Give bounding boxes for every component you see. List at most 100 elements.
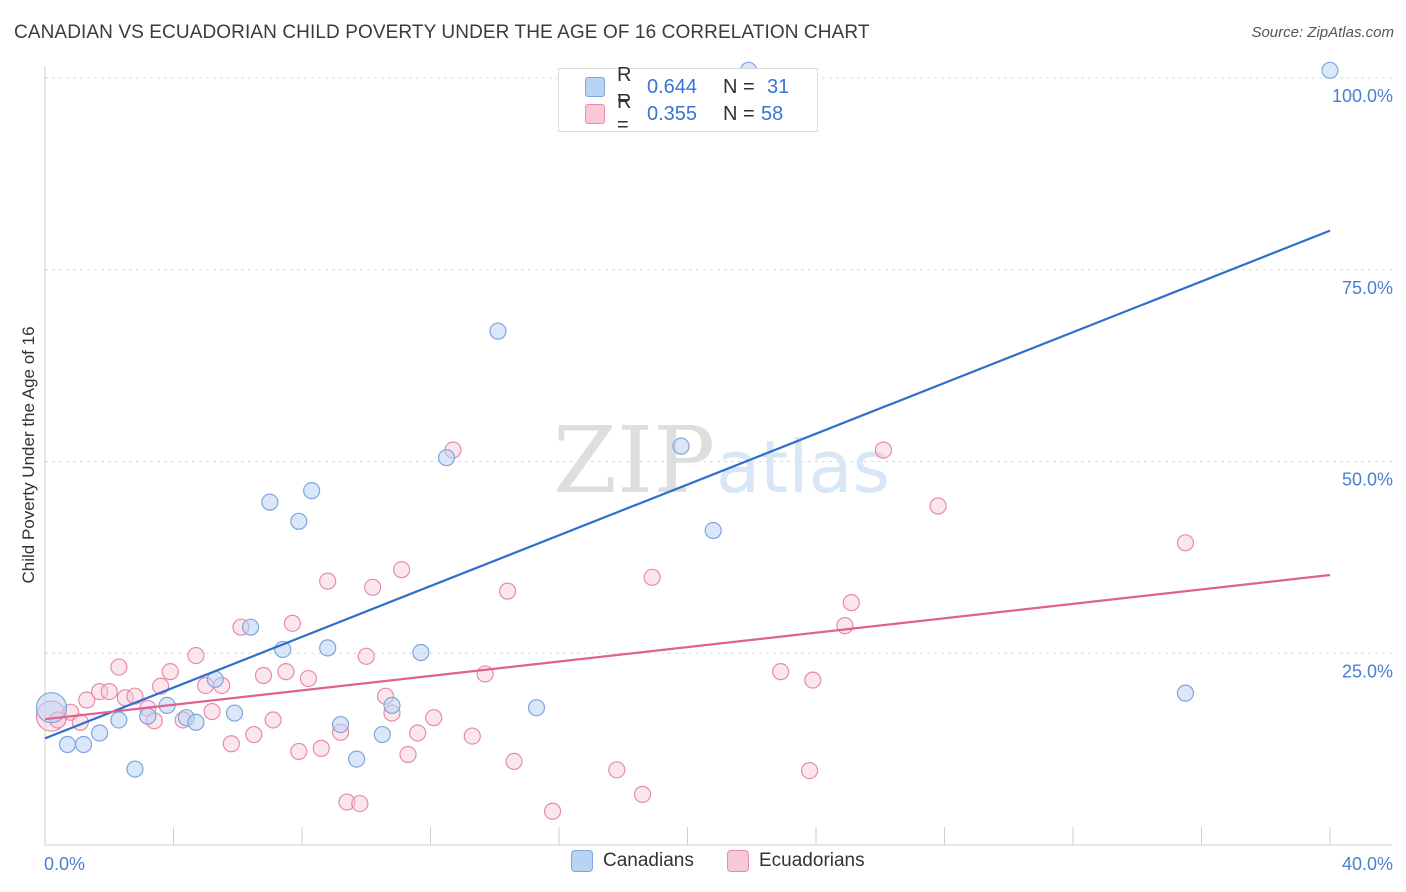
canadian-point	[383, 696, 401, 715]
y-tick-label: 50.0%	[1342, 470, 1393, 490]
canadian-point	[110, 711, 128, 729]
canadian-point	[242, 618, 260, 636]
ecuadorian-point	[409, 724, 427, 742]
ecuadorian-point	[187, 646, 205, 665]
ecuadorian-point	[836, 617, 854, 635]
canadian-point	[348, 750, 366, 768]
ecuadorian-point	[338, 793, 356, 811]
ecuadorian-point	[842, 594, 860, 612]
canadian-point	[373, 725, 391, 744]
ecuadorian-point	[161, 663, 179, 681]
ecuadorian-point	[254, 666, 273, 685]
series-legend: Canadians Ecuadorians	[0, 850, 1406, 878]
canadian-point	[489, 322, 507, 340]
y-tick-label: 25.0%	[1342, 661, 1393, 681]
chart-title: CANADIAN VS ECUADORIAN CHILD POVERTY UND…	[14, 22, 870, 43]
canadian-point	[1321, 61, 1339, 79]
canadian-point	[437, 449, 456, 467]
ecuadorian-point	[357, 647, 375, 665]
ecuadorian-point	[463, 727, 481, 745]
canadians-trend-line	[44, 229, 1331, 740]
ecuadorians-swatch	[585, 104, 605, 124]
ecuadorian-point	[110, 658, 128, 676]
canadian-point	[303, 482, 321, 500]
canadian-point	[139, 707, 157, 725]
ecuadorian-point	[312, 739, 330, 757]
canadian-point	[35, 692, 68, 724]
legend-item-canadians[interactable]: Canadians	[571, 850, 694, 872]
ecuadorian-point	[203, 702, 221, 721]
ecuadorian-point	[874, 441, 893, 459]
x-tick-label: 0.0%	[44, 854, 85, 874]
ecuadorian-point	[78, 691, 96, 709]
canadians-label: Canadians	[603, 850, 694, 871]
canadian-point	[290, 512, 308, 530]
canadian-point	[187, 713, 205, 731]
ecuadorian-point	[264, 711, 282, 729]
n-label: N =	[723, 102, 755, 125]
ecuadorian-point	[277, 663, 295, 681]
gridlines	[45, 77, 1392, 654]
ecuadorian-point	[505, 752, 523, 770]
watermark-zip: ZIP	[553, 407, 715, 514]
canadians-swatch	[585, 77, 605, 97]
ecuadorian-point	[425, 709, 443, 727]
y-axis-label: Child Poverty Under the Age of 16	[19, 326, 38, 583]
ecuadorian-point	[290, 742, 308, 761]
ecuadorian-point	[100, 682, 118, 701]
legend-row-ecuadorians: R = 0.355 N = 58	[585, 91, 784, 136]
canadian-point	[58, 735, 77, 754]
ecuadorian-point	[222, 735, 240, 753]
correlation-legend: R = 0.644 N = 31 R = 0.355 N = 58	[558, 64, 818, 136]
ecuadorian-point	[804, 671, 822, 689]
legend-row-canadians: R = 0.644 N = 31	[585, 64, 789, 109]
tick-labels: 25.0% 50.0% 75.0% 100.0% 0.0% 40.0%	[44, 86, 1393, 874]
ecuadorian-point	[1176, 534, 1195, 552]
ecuadorians-label: Ecuadorians	[759, 850, 865, 871]
ecuadorian-point	[543, 802, 562, 820]
ecuadorian-point	[364, 578, 382, 596]
n-label: N =	[723, 75, 755, 98]
y-tick-label: 100.0%	[1332, 86, 1393, 106]
canadian-point	[331, 715, 350, 734]
ecuadorians-trend-line	[44, 573, 1331, 721]
ecuadorian-point	[929, 497, 947, 515]
ecuadorian-point	[399, 745, 417, 764]
canadian-point	[527, 699, 546, 717]
canadian-point	[672, 437, 690, 455]
legend-item-ecuadorians[interactable]: Ecuadorians	[727, 850, 865, 872]
source-credit: Source: ZipAtlas.com	[1251, 24, 1394, 41]
ecuadorian-point	[499, 582, 517, 600]
canadian-point	[261, 493, 279, 511]
ecuadorian-point	[633, 785, 652, 803]
canadian-point	[74, 735, 93, 754]
canadian-point	[704, 521, 722, 540]
ecuadorian-point	[608, 761, 626, 779]
ecuadorian-point	[643, 568, 661, 586]
watermark: ZIP atlas	[553, 407, 890, 514]
canadian-point	[225, 704, 244, 722]
ecuadorian-point	[319, 572, 337, 590]
canadian-point	[91, 724, 109, 742]
x-tick-label: 40.0%	[1342, 854, 1393, 874]
r-label: R =	[617, 91, 632, 136]
y-tick-label: 75.0%	[1342, 278, 1393, 298]
ecuadorian-point	[91, 682, 109, 701]
trendlines	[44, 229, 1331, 740]
ecuadorian-point	[772, 663, 790, 681]
watermark-atlas: atlas	[716, 425, 890, 509]
canadian-point	[412, 643, 430, 662]
ecuadorian-point	[351, 794, 369, 813]
ecuadorian-point	[299, 669, 318, 688]
ecuadorians-r-value: 0.355	[647, 102, 698, 125]
ecuadorians-swatch	[727, 850, 749, 872]
ecuadorians-n-value: 58	[761, 102, 784, 125]
ecuadorian-point	[283, 614, 301, 632]
ecuadorian-point	[392, 561, 411, 579]
canadians-r-value: 0.644	[647, 75, 698, 98]
canadians-swatch	[571, 850, 593, 872]
canadian-point	[126, 760, 144, 778]
ecuadorian-point	[800, 762, 819, 780]
ecuadorian-point	[245, 725, 263, 744]
